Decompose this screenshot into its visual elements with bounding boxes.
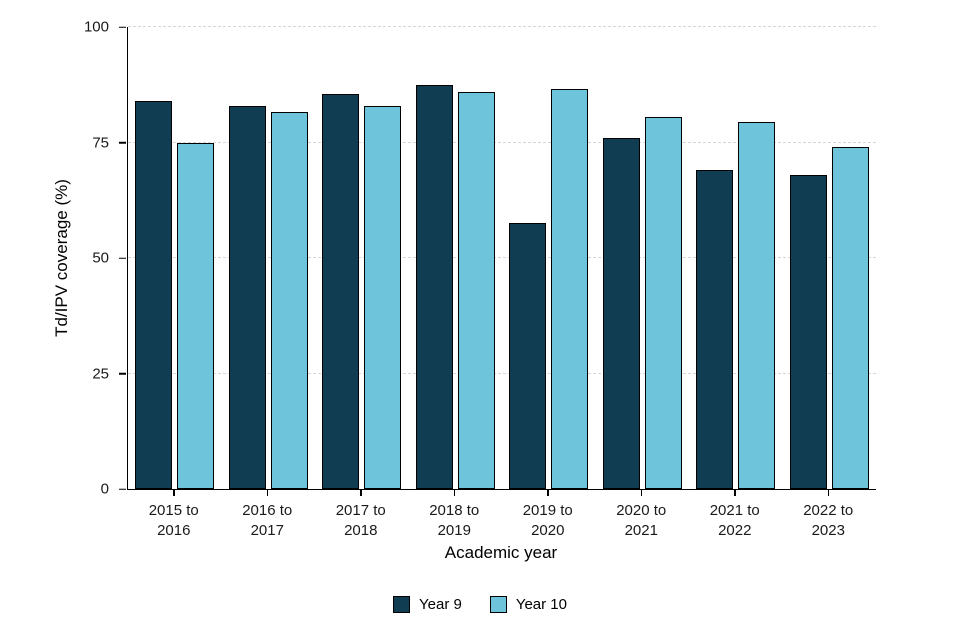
bar-group-2022-to-2023 (789, 27, 869, 489)
bar-year-10-2020-to-2021 (644, 117, 682, 489)
y-tick-mark-0 (119, 488, 126, 490)
bar-year-10-2019-to-2020 (551, 89, 589, 489)
legend: Year 9 Year 10 (0, 596, 960, 613)
x-tick-label-2022-to-2023: 2022 to 2023 (782, 490, 876, 540)
y-tick-label-25: 25 (92, 365, 109, 382)
bar-year-9-2019-to-2020 (509, 223, 547, 489)
bar-year-9-2022-to-2023 (789, 174, 827, 489)
y-tick-label-0: 0 (100, 480, 109, 498)
gridline-100 (128, 26, 876, 27)
x-tick-mark-2017-to-2018 (360, 490, 362, 496)
bar-group-2019-to-2020 (509, 27, 589, 489)
legend-label-year-9: Year 9 (419, 596, 462, 613)
x-tick-label-2021-to-2022: 2021 to 2022 (688, 490, 782, 540)
bar-year-10-2016-to-2017 (270, 112, 308, 489)
bar-year-10-2021-to-2022 (738, 121, 776, 489)
x-tick-label-2015-to-2016: 2015 to 2016 (127, 490, 221, 540)
bar-year-9-2020-to-2021 (602, 137, 640, 489)
bar-year-10-2018-to-2019 (457, 91, 495, 489)
bar-year-9-2021-to-2022 (696, 170, 734, 489)
x-tick-mark-2019-to-2020 (547, 490, 549, 496)
bar-group-2021-to-2022 (696, 27, 776, 489)
gridline-25 (128, 372, 876, 374)
y-tick-label-50: 50 (92, 249, 109, 267)
bars-container (128, 27, 876, 489)
x-axis-ticks: 2015 to 2016 2016 to 2017 2017 to 2018 2018 to… (127, 490, 875, 540)
bar-year-9-2018-to-2019 (415, 84, 453, 489)
y-tick-mark-100 (119, 26, 126, 28)
bar-group-2018-to-2019 (415, 27, 495, 489)
legend-item-year-9: Year 9 (393, 596, 462, 613)
y-tick-label-100: 100 (83, 18, 109, 36)
x-tick-mark-2021-to-2022 (734, 490, 736, 496)
x-tick-label-2020-to-2021: 2020 to 2021 (595, 490, 689, 540)
bar-year-10-2015-to-2016 (177, 142, 215, 489)
y-tick-mark-25 (119, 372, 126, 375)
bar-year-9-2017-to-2018 (322, 94, 360, 489)
gridline-75 (128, 141, 876, 143)
bar-year-10-2017-to-2018 (364, 105, 402, 489)
y-tick-mark-50 (119, 257, 126, 259)
x-tick-mark-2022-to-2023 (827, 490, 829, 496)
bar-group-2017-to-2018 (322, 27, 402, 489)
bar-group-2015-to-2016 (135, 27, 215, 489)
x-axis-label: Academic year (444, 543, 558, 562)
legend-label-year-10: Year 10 (515, 596, 567, 613)
gridlines-container (128, 26, 876, 489)
x-tick-mark-2016-to-2017 (266, 490, 268, 496)
bar-year-9-2016-to-2017 (228, 105, 266, 489)
bar-year-10-2022-to-2023 (831, 147, 869, 489)
plot-area (127, 26, 876, 490)
x-tick-label-2018-to-2019: 2018 to 2019 (408, 490, 502, 540)
bar-year-9-2015-to-2016 (135, 100, 173, 489)
legend-swatch-year-9 (393, 596, 410, 613)
x-tick-mark-2015-to-2016 (173, 490, 175, 496)
y-tick-label-75: 75 (92, 134, 109, 151)
x-tick-mark-2020-to-2021 (640, 490, 642, 496)
legend-swatch-year-10 (489, 596, 507, 613)
y-axis-ticks: 0 25 50 75 100 (0, 19, 127, 498)
gridline-50 (128, 257, 876, 258)
y-tick-mark-75 (119, 141, 126, 144)
bar-group-2020-to-2021 (602, 27, 682, 489)
legend-item-year-10: Year 10 (489, 596, 567, 613)
x-tick-label-2016-to-2017: 2016 to 2017 (221, 490, 315, 540)
x-tick-mark-2018-to-2019 (453, 490, 455, 496)
x-tick-label-2017-to-2018: 2017 to 2018 (314, 490, 408, 540)
x-tick-label-2019-to-2020: 2019 to 2020 (501, 490, 595, 540)
bar-group-2016-to-2017 (228, 27, 308, 489)
